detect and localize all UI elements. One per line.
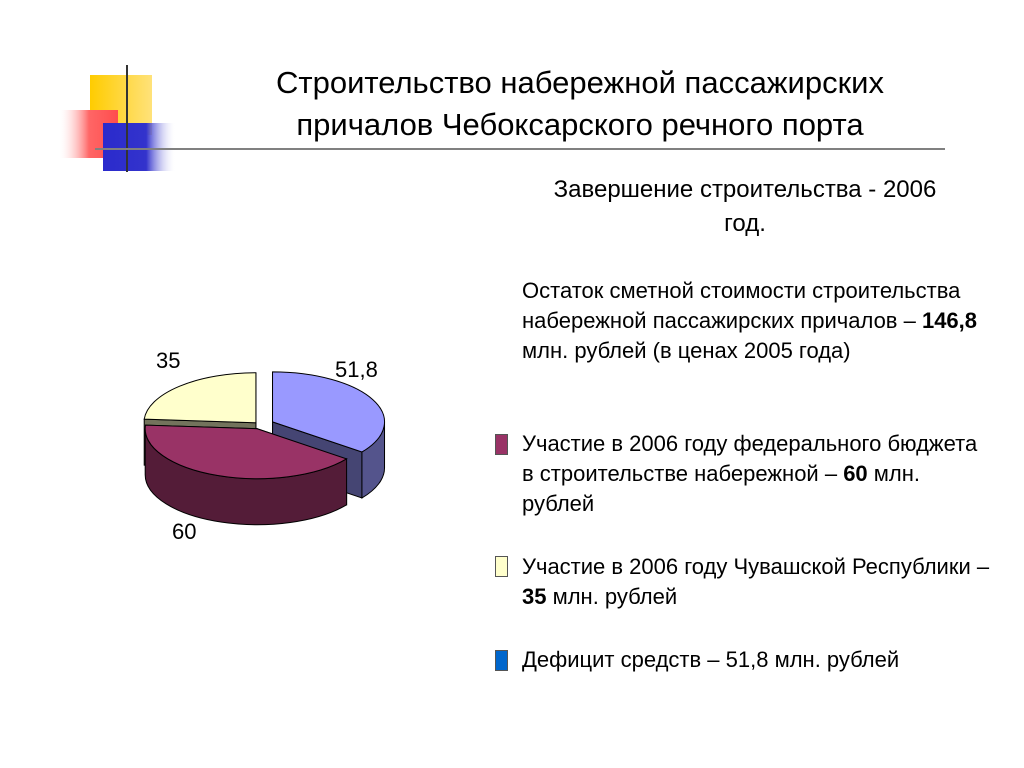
legend-republic-suffix: млн. рублей	[546, 584, 678, 609]
remainder-suffix: млн. рублей (в ценах 2005 года)	[522, 338, 851, 363]
pie-label-60: 60	[172, 519, 197, 544]
legend-federal-value: 60	[843, 461, 868, 486]
legend-federal-prefix: Участие в 2006 году федерального бюджета…	[522, 431, 978, 486]
slide-subtitle: Завершение строительства - 2006 год.	[553, 176, 937, 237]
legend-federal-suffix: млн. рублей	[522, 461, 921, 516]
pie-slice-51,8	[272, 371, 385, 453]
remainder-value: 146,8	[921, 308, 978, 333]
remainder-text: Остаток сметной стоимости строительства …	[522, 276, 992, 366]
legend-republic-value: 35	[522, 584, 547, 609]
legend-swatch-deficit	[495, 650, 508, 671]
legend-republic-prefix: Участие в 2006 году Чувашской Республики…	[522, 554, 990, 579]
legend-item-republic: Участие в 2006 году Чувашской Республики…	[522, 552, 992, 612]
decor-blue-square	[103, 123, 175, 171]
legend-deficit-text: Дефицит средств – 51,8 млн. рублей	[522, 647, 900, 672]
remainder-prefix: Остаток сметной стоимости строительства …	[522, 278, 961, 333]
pie-label-51-8: 51,8	[335, 357, 378, 382]
legend-swatch-republic	[495, 556, 508, 577]
pie-chart	[143, 371, 386, 526]
legend-item-deficit: Дефицит средств – 51,8 млн. рублей	[522, 645, 992, 675]
title-underline	[95, 148, 945, 150]
pie-slice-60	[144, 424, 348, 480]
pie-label-35: 35	[156, 348, 181, 373]
decorative-squares	[60, 65, 175, 172]
pie-slice-35	[143, 372, 257, 424]
slide-title: Строительство набережной пассажирских пр…	[276, 65, 884, 142]
legend-item-federal: Участие в 2006 году федерального бюджета…	[522, 429, 992, 519]
legend-swatch-federal	[495, 434, 508, 455]
